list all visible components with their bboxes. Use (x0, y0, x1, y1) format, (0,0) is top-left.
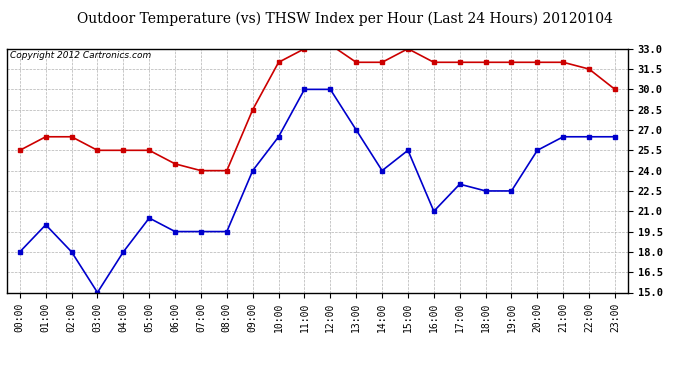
Text: Copyright 2012 Cartronics.com: Copyright 2012 Cartronics.com (10, 51, 151, 60)
Text: Outdoor Temperature (vs) THSW Index per Hour (Last 24 Hours) 20120104: Outdoor Temperature (vs) THSW Index per … (77, 11, 613, 26)
